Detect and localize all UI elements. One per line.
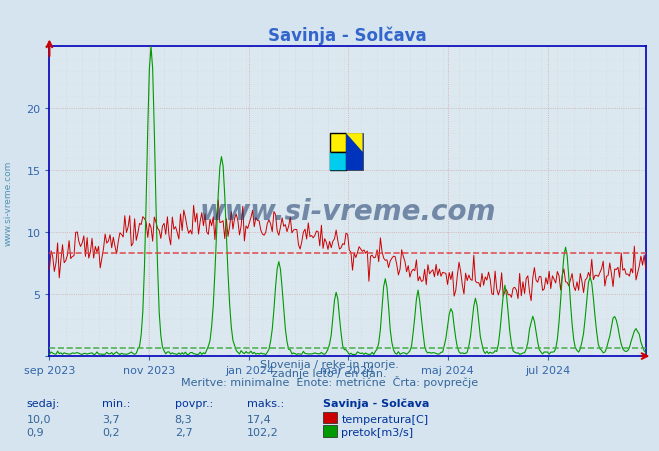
Polygon shape — [330, 152, 346, 171]
FancyBboxPatch shape — [330, 134, 362, 171]
Text: 102,2: 102,2 — [247, 427, 279, 437]
Text: 10,0: 10,0 — [26, 414, 51, 423]
Text: 2,7: 2,7 — [175, 427, 192, 437]
Text: temperatura[C]: temperatura[C] — [341, 414, 428, 423]
Text: www.si-vreme.com: www.si-vreme.com — [200, 197, 496, 225]
Text: 17,4: 17,4 — [247, 414, 272, 423]
FancyBboxPatch shape — [330, 152, 346, 171]
Text: 0,2: 0,2 — [102, 427, 120, 437]
Text: Savinja - Solčava: Savinja - Solčava — [323, 397, 429, 408]
Text: zadnje leto / en dan.: zadnje leto / en dan. — [272, 368, 387, 378]
Text: povpr.:: povpr.: — [175, 398, 213, 408]
Title: Savinja - Solčava: Savinja - Solčava — [268, 26, 427, 44]
Text: 3,7: 3,7 — [102, 414, 120, 423]
FancyBboxPatch shape — [330, 134, 346, 152]
Polygon shape — [346, 134, 362, 152]
Text: www.si-vreme.com: www.si-vreme.com — [3, 161, 13, 245]
Polygon shape — [346, 134, 362, 171]
Text: maks.:: maks.: — [247, 398, 285, 408]
Text: 0,9: 0,9 — [26, 427, 44, 437]
Text: Meritve: minimalne  Enote: metrične  Črta: povprečje: Meritve: minimalne Enote: metrične Črta:… — [181, 376, 478, 387]
Text: min.:: min.: — [102, 398, 130, 408]
Text: pretok[m3/s]: pretok[m3/s] — [341, 427, 413, 437]
Text: Slovenija / reke in morje.: Slovenija / reke in morje. — [260, 359, 399, 369]
Text: sedaj:: sedaj: — [26, 398, 60, 408]
Text: 8,3: 8,3 — [175, 414, 192, 423]
